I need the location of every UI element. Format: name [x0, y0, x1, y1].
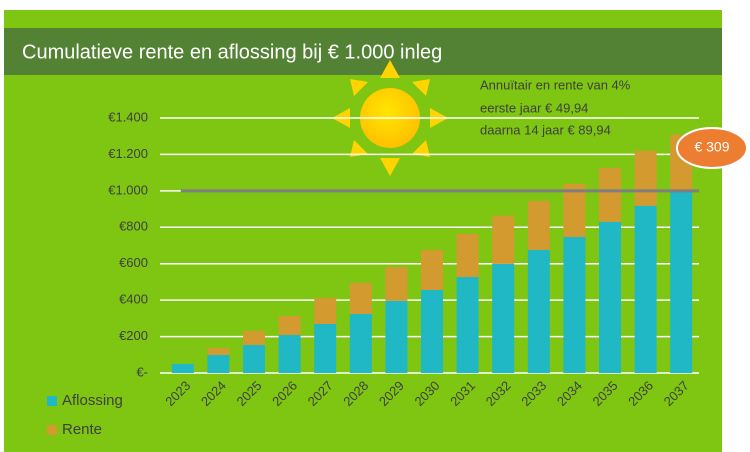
bar-segment	[207, 355, 229, 373]
bar-segment	[350, 314, 372, 373]
legend-label: Rente	[62, 421, 102, 438]
y-tick-label: €800	[119, 219, 148, 234]
bar-segment	[635, 206, 657, 373]
y-tick-label: €-	[136, 364, 148, 379]
y-tick-label: €1.400	[108, 109, 148, 124]
annotation: Annuïtair en rente van 4%	[480, 77, 631, 92]
legend-swatch	[47, 425, 57, 435]
chart-title: Cumulatieve rente en aflossing bij € 1.0…	[22, 41, 442, 63]
bar-segment	[599, 168, 621, 222]
bar-segment	[635, 151, 657, 206]
bar-segment	[314, 324, 336, 373]
chart: Cumulatieve rente en aflossing bij € 1.0…	[0, 0, 750, 452]
legend-swatch	[47, 396, 57, 406]
annotation: eerste jaar € 49,94	[480, 100, 588, 115]
y-tick-label: €1.200	[108, 146, 148, 161]
bar-segment	[457, 277, 479, 373]
page: Cumulatieve rente en aflossing bij € 1.0…	[0, 0, 750, 452]
bar-segment	[528, 250, 550, 373]
bar-segment	[457, 234, 479, 277]
bar-segment	[350, 283, 372, 314]
bar-segment	[207, 348, 229, 355]
bar-segment	[563, 237, 585, 373]
bar-segment	[421, 290, 443, 373]
bar-segment	[243, 345, 265, 373]
bar-segment	[421, 250, 443, 290]
y-tick-label: €200	[119, 328, 148, 343]
bar-segment	[279, 335, 301, 373]
bar-segment	[492, 216, 514, 264]
y-tick-label: €600	[119, 255, 148, 270]
bar-segment	[385, 267, 407, 301]
y-tick-label: €400	[119, 292, 148, 307]
y-tick-label: €1.000	[108, 182, 148, 197]
annotation: daarna 14 jaar € 89,94	[480, 122, 611, 137]
bar-segment	[385, 301, 407, 373]
bar-segment	[670, 191, 692, 373]
bar-segment	[528, 201, 550, 250]
bar-segment	[492, 264, 514, 373]
legend-label: Aflossing	[62, 392, 123, 409]
bar-segment	[243, 331, 265, 345]
bar-segment	[279, 316, 301, 335]
bar-segment	[599, 222, 621, 373]
callout-label: € 309	[694, 139, 729, 155]
bar-segment	[172, 364, 194, 373]
bar-segment	[314, 298, 336, 324]
